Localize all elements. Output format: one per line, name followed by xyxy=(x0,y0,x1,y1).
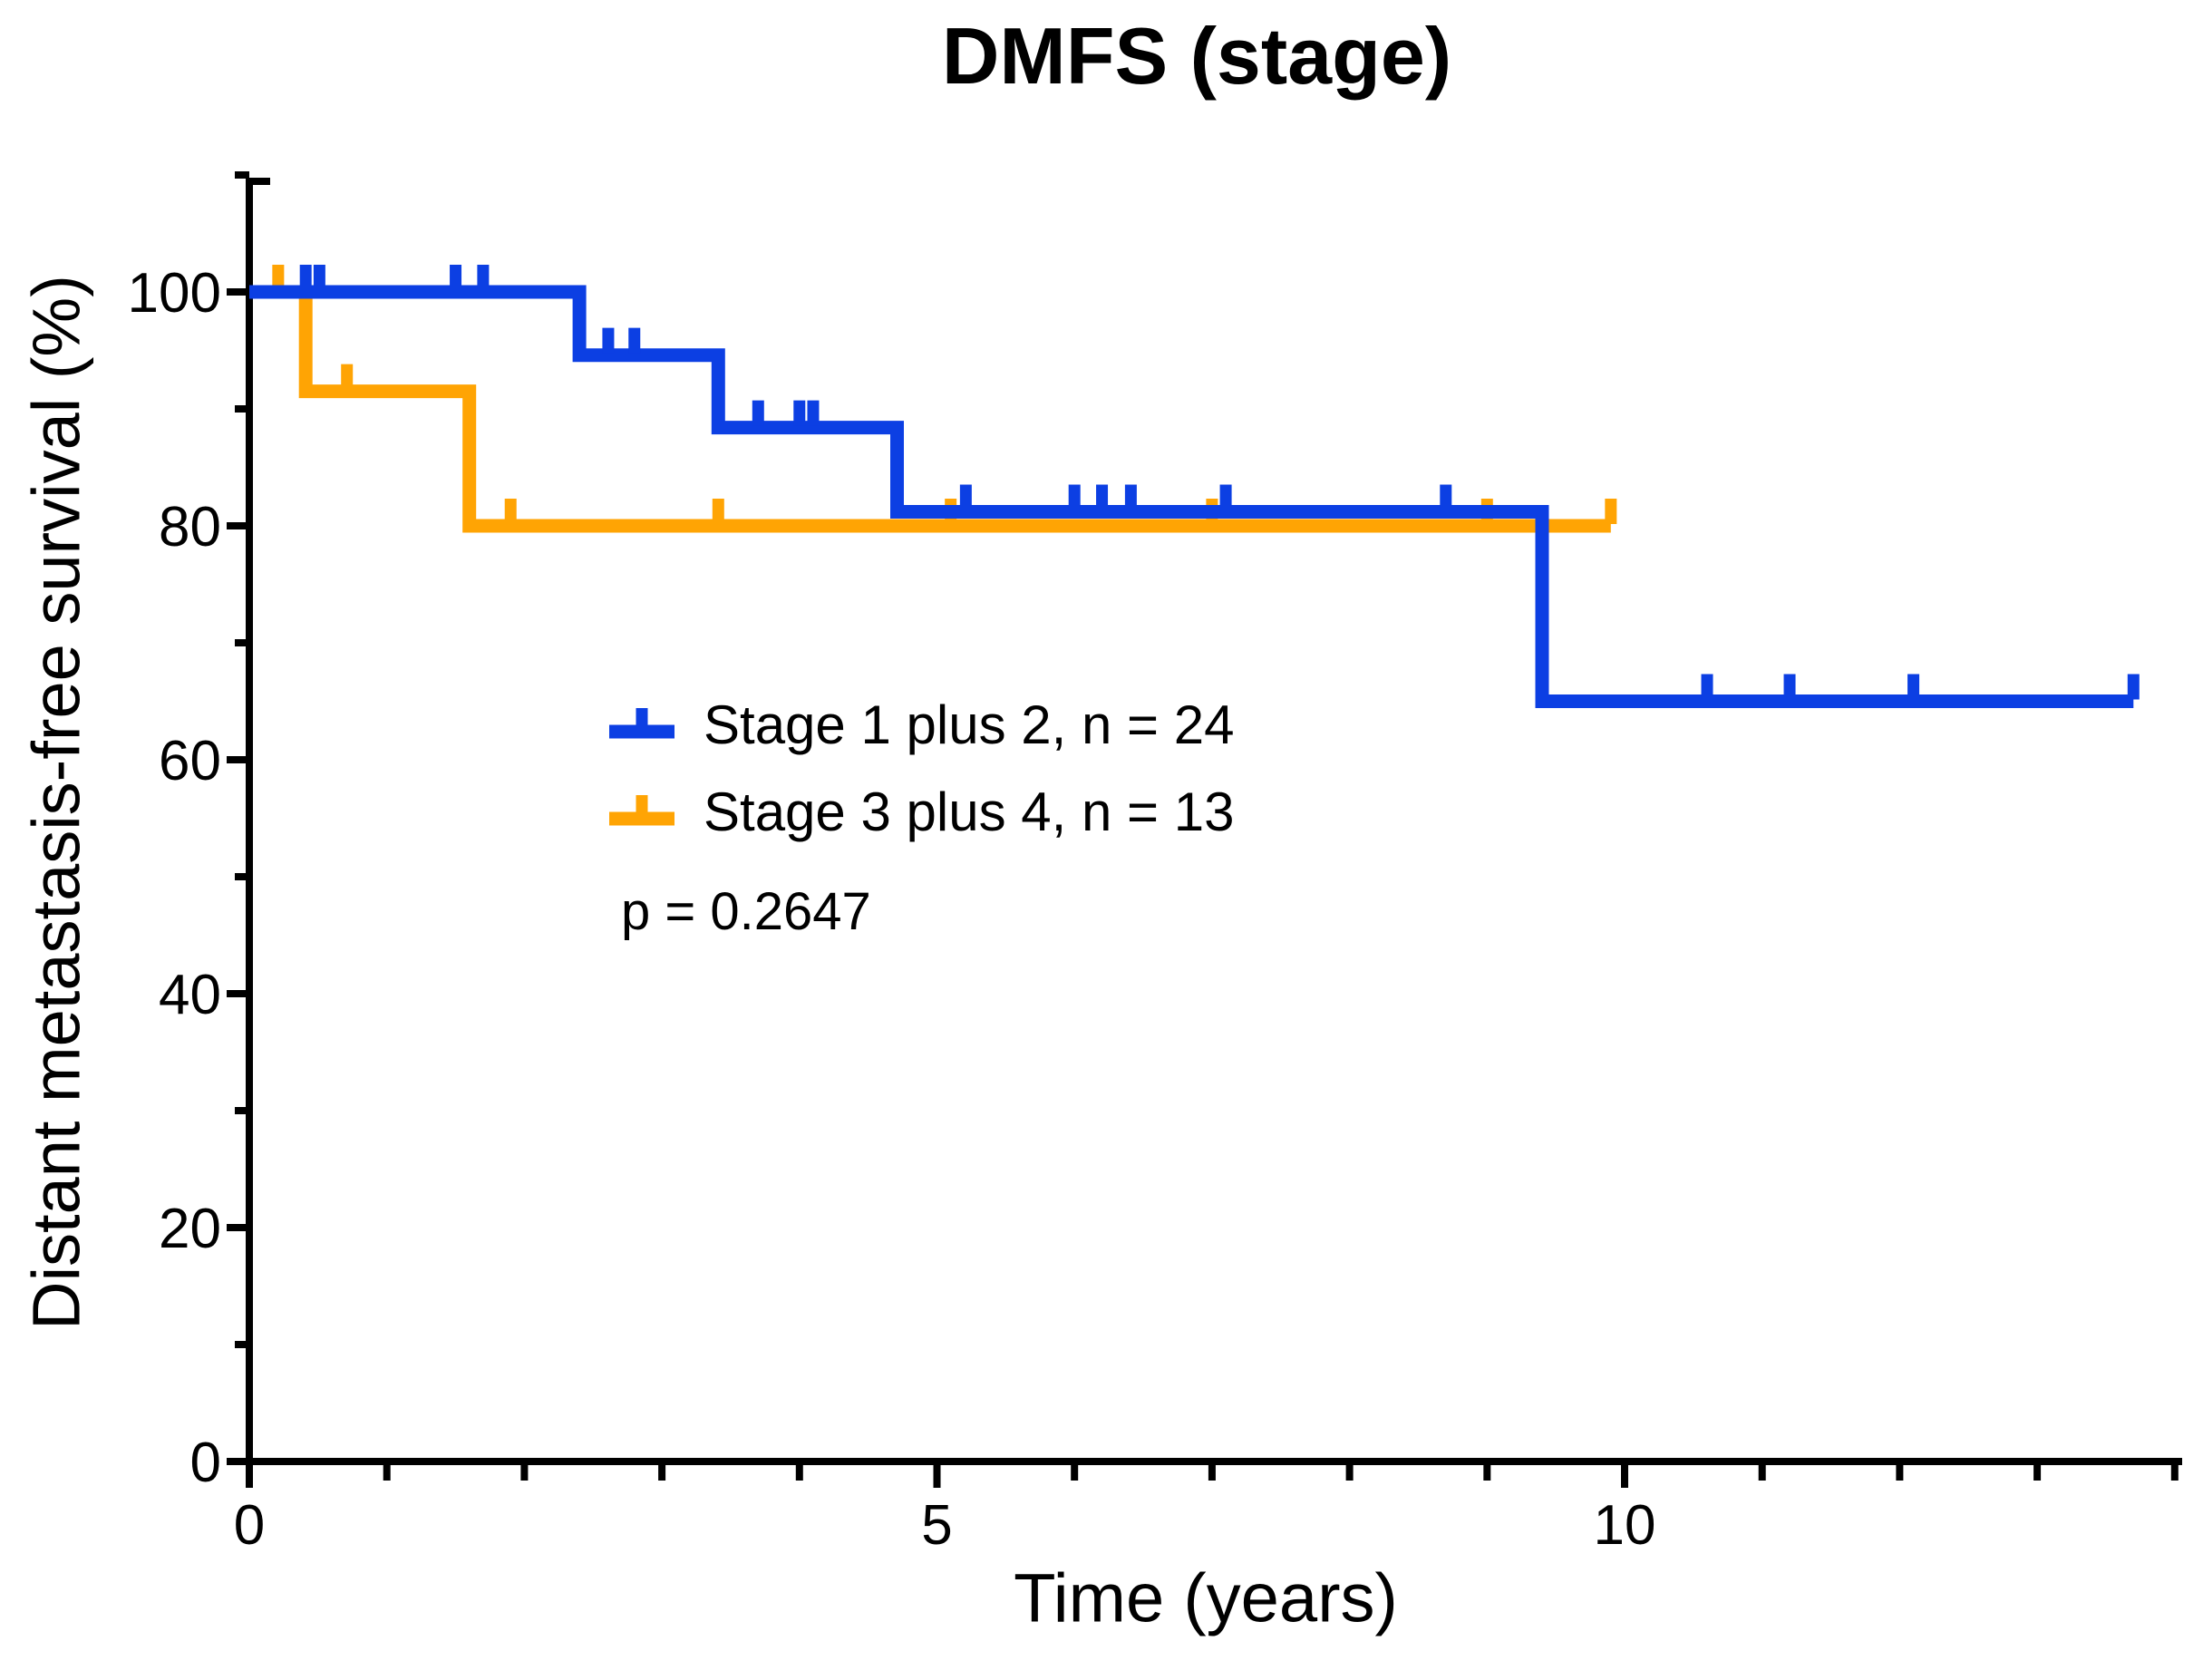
legend: Stage 1 plus 2, n = 24 Stage 3 plus 4, n… xyxy=(606,694,1235,842)
p-value-label: p = 0.2647 xyxy=(621,882,871,941)
km-curve-stage-3-plus-4 xyxy=(249,285,1611,533)
x-axis-title: Time (years) xyxy=(1014,1559,1398,1637)
legend-marker-stage-1-plus-2 xyxy=(609,708,674,739)
axis-tick-labels: 0 20 40 60 80 100 0 5 10 xyxy=(128,262,1656,1557)
y-tick-label-20: 20 xyxy=(159,1198,221,1260)
axes xyxy=(227,171,2182,1488)
legend-label-stage-1-plus-2: Stage 1 plus 2, n = 24 xyxy=(704,694,1235,755)
y-tick-label-0: 0 xyxy=(190,1432,221,1494)
x-tick-label-0: 0 xyxy=(234,1494,265,1557)
y-tick-label-40: 40 xyxy=(159,964,221,1026)
km-curves xyxy=(249,265,2140,708)
legend-label-stage-3-plus-4: Stage 3 plus 4, n = 13 xyxy=(704,781,1235,842)
y-tick-label-100: 100 xyxy=(128,262,221,325)
y-axis-title: Distant metastasis-free survival (%) xyxy=(18,275,94,1330)
chart-title: DMFS (stage) xyxy=(941,11,1452,101)
legend-item-stage-3-plus-4: Stage 3 plus 4, n = 13 xyxy=(606,781,1235,842)
x-tick-label-5: 5 xyxy=(921,1494,952,1557)
y-tick-label-60: 60 xyxy=(159,730,221,792)
legend-marker-stage-3-plus-4 xyxy=(609,795,674,826)
y-tick-label-80: 80 xyxy=(159,496,221,558)
legend-item-stage-1-plus-2: Stage 1 plus 2, n = 24 xyxy=(606,694,1235,755)
x-tick-label-10: 10 xyxy=(1594,1494,1656,1557)
km-curve-stage-1-plus-2 xyxy=(249,285,2134,708)
